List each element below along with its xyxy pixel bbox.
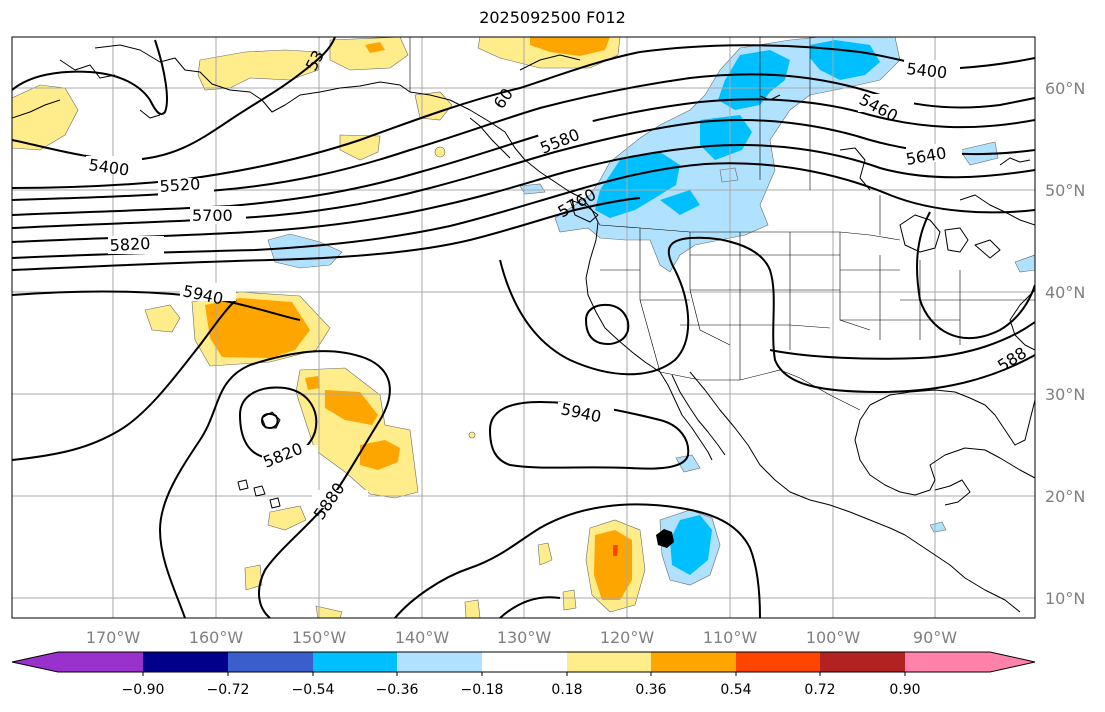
positive-anomaly-medium xyxy=(205,37,632,600)
borders xyxy=(409,37,1035,411)
colorbar-bin xyxy=(482,652,567,672)
colorbar: −0.90 −0.72 −0.54 −0.36 −0.18 0.18 0.36 … xyxy=(11,651,1036,698)
lon-label: 110°W xyxy=(703,628,758,647)
lat-label: 60°N xyxy=(1045,79,1085,98)
colorbar-bin xyxy=(313,652,397,672)
lon-label: 90°W xyxy=(913,628,957,647)
colorbar-extend-min xyxy=(12,652,58,672)
contour-label: 5520 xyxy=(159,174,201,196)
map-area xyxy=(12,37,1035,618)
map-title: 2025092500 F012 xyxy=(479,8,626,27)
contour-label: 5820 xyxy=(109,234,151,255)
lon-label: 150°W xyxy=(292,628,347,647)
closed-low-marker xyxy=(656,529,674,548)
colorbar-extend-max xyxy=(990,652,1035,672)
lon-label: 140°W xyxy=(395,628,450,647)
colorbar-bin xyxy=(58,652,143,672)
map-frame xyxy=(11,36,1036,619)
lon-label: 120°W xyxy=(600,628,655,647)
colorbar-bin xyxy=(567,652,651,672)
positive-anomaly-strong xyxy=(613,545,618,556)
latitude-labels: 60°N 50°N 40°N 30°N 20°N 10°N xyxy=(1045,79,1085,608)
colorbar-tick-label: −0.54 xyxy=(292,682,335,698)
contour-labels: 5400 5520 5700 5820 5940 5580 5640 5460 … xyxy=(86,47,1030,523)
lon-label: 100°W xyxy=(806,628,861,647)
contour-label: 5400 xyxy=(906,59,948,82)
lat-label: 20°N xyxy=(1045,487,1085,506)
negative-anomaly-medium xyxy=(595,40,880,575)
lat-label: 10°N xyxy=(1045,589,1085,608)
colorbar-bin xyxy=(397,652,482,672)
colorbar-bin xyxy=(228,652,313,672)
longitude-labels: 170°W 160°W 150°W 140°W 130°W 120°W 110°… xyxy=(86,628,957,647)
colorbar-tick-label: 0.54 xyxy=(720,682,751,698)
contour-label: 5700 xyxy=(192,206,233,225)
lat-label: 30°N xyxy=(1045,385,1085,404)
colorbar-tick-label: 0.72 xyxy=(804,682,835,698)
colorbar-bin xyxy=(820,652,905,672)
colorbar-bin xyxy=(736,652,820,672)
colorbar-bin xyxy=(905,652,990,672)
colorbar-tick-label: 0.90 xyxy=(889,682,920,698)
coastlines xyxy=(12,44,1035,613)
colorbar-tick-label: −0.90 xyxy=(122,682,165,698)
lat-label: 40°N xyxy=(1045,283,1085,302)
colorbar-bin xyxy=(651,652,736,672)
lon-label: 170°W xyxy=(86,628,141,647)
colorbar-tick-label: −0.72 xyxy=(207,682,250,698)
colorbar-tick-label: −0.18 xyxy=(461,682,504,698)
colorbar-tick-label: 0.18 xyxy=(551,682,582,698)
lon-label: 160°W xyxy=(189,628,244,647)
colorbar-tick-label: −0.36 xyxy=(376,682,419,698)
lon-label: 130°W xyxy=(497,628,552,647)
lat-label: 50°N xyxy=(1045,181,1085,200)
colorbar-bin xyxy=(143,652,228,672)
colorbar-tick-label: 0.36 xyxy=(635,682,666,698)
